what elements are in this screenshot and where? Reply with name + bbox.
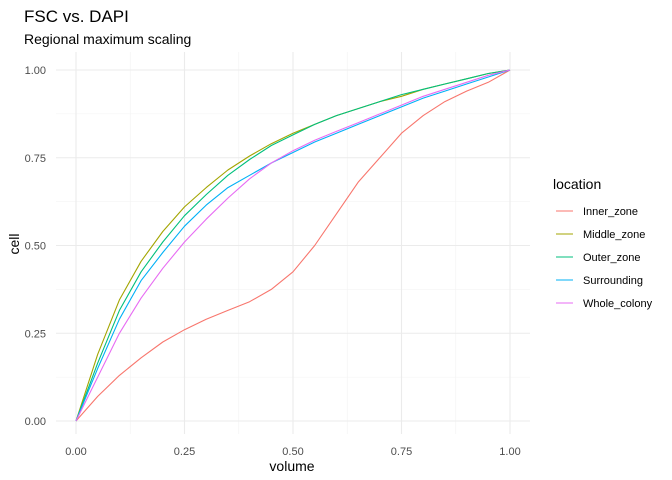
y-tick-label: 0.00 (25, 416, 46, 428)
x-tick-label: 0.75 (391, 446, 412, 458)
plot-grid (56, 52, 530, 434)
y-axis-title: cell (6, 233, 22, 254)
series-line-outer-zone (75, 69, 511, 422)
y-tick-label: 0.50 (25, 241, 46, 253)
legend: Inner_zone Middle_zone Outer_zone Surroundi… (556, 206, 653, 310)
chart-subtitle: Regional maximum scaling (24, 31, 191, 47)
series-line-surrounding (75, 69, 511, 422)
legend-label: Inner_zone (583, 206, 638, 218)
y-tick-label: 1.00 (25, 65, 46, 77)
y-tick-label: 0.75 (25, 153, 46, 165)
legend-label: Surrounding (583, 275, 643, 287)
legend-title: location (553, 176, 601, 192)
x-tick-label: 0.50 (282, 446, 303, 458)
y-axis-ticks: 0.00 0.25 0.50 0.75 1.00 (25, 65, 46, 428)
x-tick-label: 0.25 (174, 446, 195, 458)
legend-label: Outer_zone (583, 252, 640, 264)
x-tick-label: 0.00 (65, 446, 86, 458)
y-tick-label: 0.25 (25, 328, 46, 340)
plot-series (75, 69, 511, 422)
series-line-whole-colony (75, 69, 511, 422)
legend-label: Middle_zone (583, 229, 645, 241)
chart-title: FSC vs. DAPI (24, 7, 129, 26)
x-axis-ticks: 0.00 0.25 0.50 0.75 1.00 (65, 446, 520, 458)
x-axis-title: volume (269, 458, 314, 474)
legend-label: Whole_colony (583, 298, 653, 310)
series-line-inner-zone (75, 69, 511, 422)
x-tick-label: 1.00 (499, 446, 520, 458)
